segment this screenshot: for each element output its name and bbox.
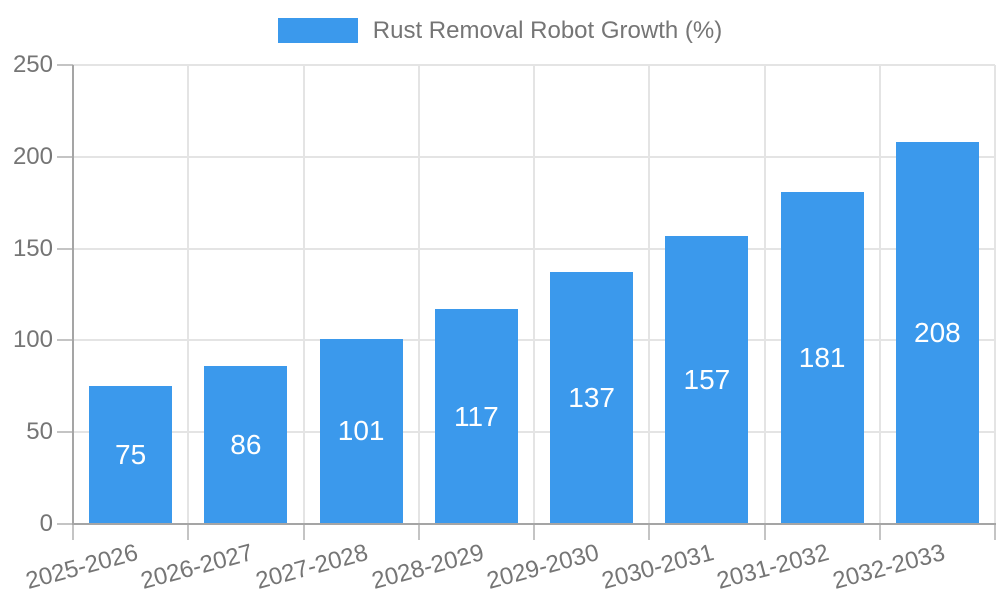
x-tick-mark — [648, 524, 651, 540]
x-gridline — [417, 65, 420, 524]
bar-value-label: 75 — [115, 439, 147, 471]
x-tick-label: 2030-2031 — [599, 539, 717, 595]
x-axis-line — [72, 523, 996, 525]
bar — [780, 191, 864, 524]
x-tick-label: 2031-2032 — [714, 539, 833, 595]
bar-value-label: 101 — [337, 415, 385, 447]
y-tick-mark — [57, 247, 73, 250]
x-gridline — [878, 65, 881, 524]
y-tick-mark — [57, 431, 73, 434]
x-tick-mark — [533, 524, 535, 540]
x-gridline — [533, 65, 535, 524]
x-tick-label: 2025-2026 — [22, 539, 141, 595]
bar — [895, 142, 979, 524]
bar-value-label: 181 — [798, 341, 846, 373]
x-tick-mark — [417, 524, 420, 540]
y-axis-line — [72, 65, 74, 525]
legend-item[interactable]: Rust Removal Robot Growth (%) — [277, 16, 723, 45]
y-tick-label: 250 — [12, 51, 53, 78]
y-tick-label: 0 — [39, 510, 53, 537]
bar — [319, 338, 403, 524]
x-tick-mark — [187, 524, 190, 540]
bar-value-label: 86 — [230, 429, 262, 461]
legend-color-swatch — [277, 18, 358, 43]
bar — [89, 386, 173, 524]
y-tick-mark — [57, 64, 73, 66]
y-tick-mark — [57, 339, 73, 342]
y-tick-label: 100 — [12, 326, 53, 354]
x-tick-label: 2029-2030 — [483, 539, 602, 595]
x-tick-label: 2032-2033 — [829, 539, 948, 595]
x-tick-mark — [302, 524, 305, 540]
y-tick-label: 150 — [12, 234, 53, 262]
x-gridline — [648, 65, 651, 524]
legend-series-label: Rust Removal Robot Growth (%) — [372, 16, 723, 44]
x-tick-mark — [763, 524, 766, 540]
bar — [550, 272, 634, 524]
bar-value-label: 208 — [914, 317, 961, 349]
x-gridline — [763, 65, 766, 524]
x-tick-mark — [72, 524, 74, 540]
y-tick-mark — [57, 155, 73, 158]
y-tick-label: 200 — [12, 142, 53, 170]
x-tick-label: 2026-2027 — [138, 539, 256, 595]
x-gridline — [994, 65, 996, 524]
chart-legend: Rust Removal Robot Growth (%) — [0, 17, 1000, 44]
bar — [204, 366, 288, 524]
x-tick-label: 2028-2029 — [368, 539, 487, 595]
y-tick-mark — [57, 523, 73, 525]
bar-value-label: 137 — [568, 382, 615, 414]
bar-value-label: 117 — [454, 400, 499, 432]
y-tick-label: 50 — [26, 418, 53, 446]
bar-value-label: 157 — [683, 363, 731, 395]
x-tick-label: 2027-2028 — [253, 539, 372, 595]
bar — [665, 235, 749, 524]
x-gridline — [302, 65, 305, 524]
x-tick-mark — [878, 524, 881, 540]
x-gridline — [187, 65, 190, 524]
x-tick-mark — [994, 524, 996, 540]
bar — [434, 309, 518, 524]
